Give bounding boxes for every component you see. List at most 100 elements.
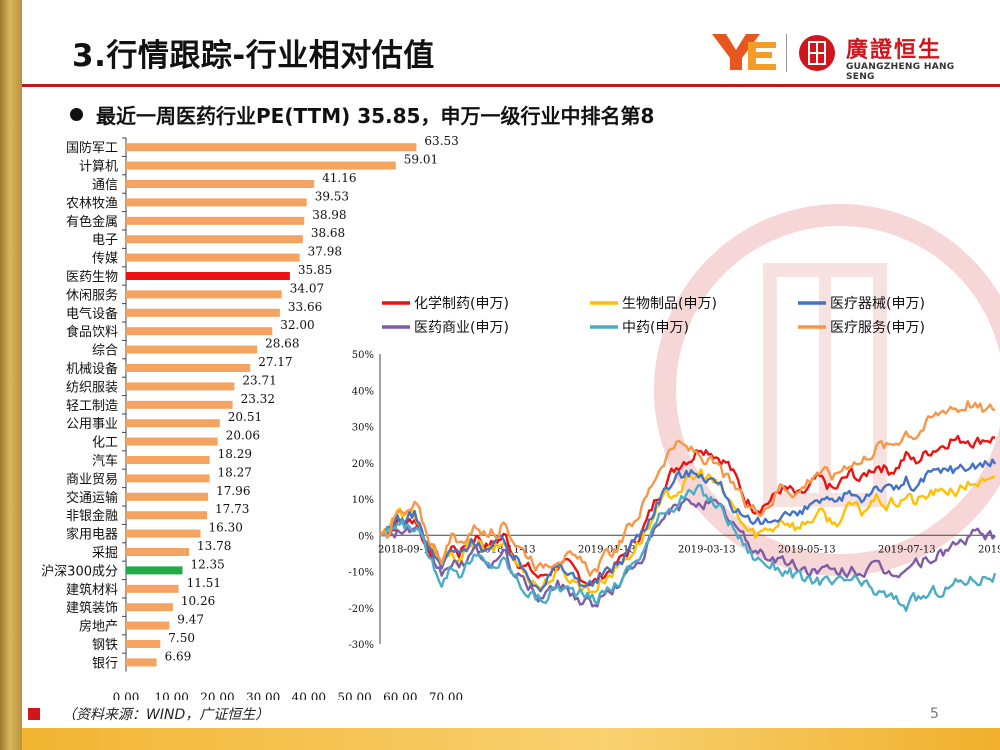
brand-name-en: GUANGZHENG HANG SENG — [846, 62, 955, 82]
line-series — [380, 483, 997, 612]
bottom-gold-bar — [22, 728, 1000, 750]
seal-icon — [799, 35, 835, 71]
bar-category-label: 计算机 — [79, 160, 118, 175]
bar — [126, 290, 282, 299]
subtitle: 最近一周医药行业PE(TTM) 35.85，申万一级行业中排名第8 — [96, 104, 655, 128]
source-marker-icon — [28, 708, 40, 720]
bar — [126, 511, 208, 520]
line-y-tick-label: 40% — [352, 386, 374, 397]
brand-name-cn: 廣證恒生 — [846, 38, 943, 63]
bar — [126, 566, 183, 575]
bar-x-tick-label: 70.00 — [429, 691, 463, 700]
logo-separator — [786, 34, 787, 72]
bar-value-label: 41.16 — [322, 171, 356, 185]
bar-value-label: 32.00 — [280, 318, 314, 332]
bar — [126, 437, 218, 446]
bar-value-label: 27.17 — [258, 355, 292, 369]
line-y-tick-label: 50% — [352, 350, 374, 361]
bar — [126, 456, 210, 464]
bar-category-label: 商业贸易 — [66, 472, 118, 487]
bar — [126, 584, 179, 593]
bar-value-label: 33.66 — [288, 300, 322, 314]
bar-category-label: 建筑材料 — [66, 582, 118, 598]
bar-value-label: 7.50 — [168, 631, 195, 645]
bar-value-label: 23.32 — [241, 392, 275, 406]
bar-value-label: 17.96 — [216, 484, 250, 498]
bar-x-tick-label: 60.00 — [383, 691, 417, 700]
legend-label: 化学制药(申万) — [414, 296, 509, 312]
source-note: （资料来源：WIND，广证恒生） — [62, 707, 270, 723]
bar-value-label: 38.98 — [312, 208, 346, 222]
pe-bar-chart: 国防军工 63.53 计算机 59.01 通信 41.16 农林牧渔 39.53 有色金属 38.… — [41, 134, 463, 700]
bar-category-label: 沪深300成分 — [41, 563, 118, 579]
bar-value-label: 12.35 — [190, 557, 224, 571]
bar-value-label: 10.26 — [181, 594, 215, 608]
bar — [126, 529, 201, 538]
bar-x-tick-label: 10.00 — [155, 691, 189, 700]
bar — [126, 419, 220, 428]
bar-value-label: 59.01 — [404, 153, 438, 167]
line-x-tick-label: 2018-09-13 — [378, 544, 436, 555]
bar-category-label: 公用事业 — [66, 417, 118, 432]
bar-category-label: 钢铁 — [92, 638, 118, 653]
bar-value-label: 6.69 — [165, 649, 192, 663]
bar — [126, 621, 170, 630]
bar-category-label: 综合 — [92, 344, 118, 359]
bar-value-label: 28.68 — [265, 337, 299, 351]
bar — [126, 143, 417, 152]
legend-label: 生物制品(申万) — [622, 296, 717, 312]
bar — [126, 235, 303, 244]
legend-label: 中药(申万) — [622, 320, 689, 336]
bar-category-label: 电子 — [92, 233, 118, 248]
bar-category-label: 休闲服务 — [66, 287, 118, 303]
line-y-tick-label: 0% — [358, 531, 374, 542]
bar-category-label: 化工 — [92, 436, 118, 451]
bar-category-label: 通信 — [92, 178, 118, 193]
bar-category-label: 食品饮料 — [66, 324, 118, 340]
bar-category-label: 汽车 — [92, 453, 118, 469]
line-x-tick-label: 2019-07-13 — [878, 544, 936, 555]
bar — [126, 640, 161, 648]
bar-value-label: 20.06 — [226, 429, 260, 443]
bar-value-label: 37.98 — [308, 245, 342, 259]
bar — [126, 253, 300, 262]
ye-logo-icon — [712, 34, 776, 70]
bar-category-label: 有色金属 — [66, 214, 118, 230]
line-y-tick-label: 30% — [352, 423, 374, 434]
bar-category-label: 轻工制造 — [66, 399, 118, 414]
bar-value-label: 11.51 — [187, 576, 221, 590]
bar-category-label: 传媒 — [92, 252, 118, 267]
line-x-tick-label: 2019-05-13 — [778, 544, 836, 555]
bar — [126, 161, 396, 170]
bar-category-label: 采掘 — [92, 546, 118, 561]
bar-value-label: 9.47 — [177, 613, 204, 627]
bar-value-label: 20.51 — [228, 410, 262, 424]
left-gold-bar — [0, 0, 22, 750]
line-series — [379, 458, 997, 593]
bar-category-label: 医药生物 — [66, 270, 118, 285]
bar-category-label: 非银金融 — [66, 508, 118, 524]
line-series — [379, 434, 995, 587]
line-y-tick-label: -20% — [348, 604, 374, 615]
bar-category-label: 建筑装饰 — [66, 600, 118, 616]
bar — [126, 216, 305, 225]
bar — [126, 382, 235, 391]
bar — [126, 492, 209, 501]
company-logo: 廣證恒生 GUANGZHENG HANG SENG — [712, 30, 962, 82]
bar — [126, 198, 307, 207]
line-y-tick-label: -30% — [348, 640, 374, 651]
bar — [126, 180, 315, 188]
bar-x-tick-label: 0.00 — [113, 691, 140, 700]
bar-value-label: 17.73 — [215, 502, 249, 516]
line-x-tick-label: 2019-09- — [978, 544, 1000, 555]
bullet-icon — [70, 108, 83, 121]
bar — [126, 327, 273, 336]
bar — [126, 345, 258, 354]
legend-label: 医疗器械(申万) — [830, 296, 925, 312]
bar-category-label: 纺织服装 — [66, 380, 118, 395]
bar — [126, 400, 233, 409]
line-x-tick-label: 2019-03-13 — [678, 544, 736, 555]
bar-value-label: 18.29 — [218, 447, 252, 461]
line-y-tick-label: 10% — [352, 495, 374, 506]
bar-category-label: 电气设备 — [66, 306, 118, 322]
